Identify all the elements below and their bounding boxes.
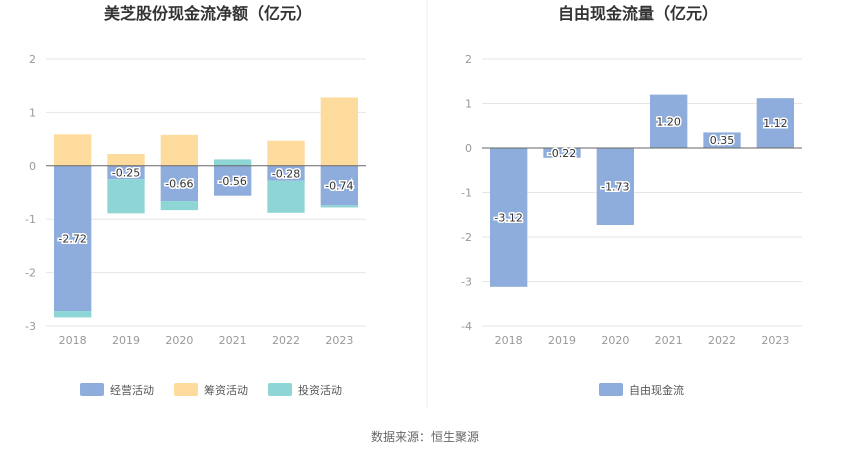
data-label: -0.28 (272, 167, 300, 180)
y-tick-label: -2 (25, 267, 36, 280)
bar (756, 98, 794, 148)
legend-label: 经营活动 (110, 383, 154, 397)
y-tick-label: -3 (25, 320, 36, 333)
legend-swatch (174, 383, 198, 396)
chart-title-right: 自由现金流量（亿元） (558, 4, 718, 23)
data-label: -0.56 (218, 175, 246, 188)
bar (160, 134, 198, 166)
bar (320, 205, 358, 208)
bar (267, 140, 305, 166)
data-label: 0.35 (710, 134, 735, 147)
x-tick-label: 2021 (219, 334, 247, 347)
bar (703, 132, 741, 148)
y-tick-label: -4 (461, 320, 472, 333)
x-tick-label: 2020 (165, 334, 193, 347)
x-tick-label: 2018 (495, 334, 523, 347)
y-tick-label: 1 (29, 106, 36, 119)
bar (650, 94, 688, 148)
legend-label: 自由现金流 (629, 383, 684, 397)
bar (54, 165, 92, 312)
data-label: -3.12 (494, 211, 522, 224)
y-tick-label: 0 (29, 160, 36, 173)
y-tick-label: -1 (25, 213, 36, 226)
data-label: -0.66 (165, 177, 193, 190)
y-tick-label: 0 (465, 142, 472, 155)
data-source: 数据来源：恒生聚源 (371, 429, 479, 444)
bar (320, 165, 358, 206)
x-tick-label: 2021 (655, 334, 683, 347)
data-label: -1.73 (601, 180, 629, 193)
x-tick-label: 2023 (761, 334, 789, 347)
x-tick-label: 2023 (325, 334, 353, 347)
legend-right: 自由现金流 (599, 383, 684, 397)
bar (267, 165, 305, 181)
y-tick-label: -2 (461, 231, 472, 244)
x-tick-label: 2019 (548, 334, 576, 347)
data-label: -0.25 (112, 166, 140, 179)
bar (543, 148, 581, 158)
bar (214, 159, 252, 166)
bar (107, 179, 145, 214)
y-tick-label: 2 (29, 53, 36, 66)
legend-swatch (80, 383, 104, 396)
bar (54, 311, 92, 318)
bar (107, 154, 145, 166)
bar (160, 201, 198, 211)
data-label: -0.74 (325, 180, 353, 193)
legend-swatch (268, 383, 292, 396)
legend-label: 投资活动 (298, 383, 342, 397)
x-tick-label: 2018 (59, 334, 87, 347)
legend-left: 经营活动 筹资活动 投资活动 (80, 383, 342, 397)
net-cashflow-chart: 2 1 0 -1 -2 -3 2018 2019 2020 2021 2022 2023 -2.72 -0… (25, 53, 366, 347)
chart-title-left: 美芝股份现金流净额（亿元） (104, 4, 312, 23)
data-label: -0.22 (548, 147, 576, 160)
legend-swatch (599, 383, 623, 396)
bar (107, 165, 145, 180)
y-tick-label: -3 (461, 276, 472, 289)
bar (54, 134, 92, 166)
x-tick-label: 2019 (112, 334, 140, 347)
bar (490, 148, 528, 287)
data-label: 1.12 (763, 117, 788, 130)
y-tick-label: -1 (461, 187, 472, 200)
y-tick-label: 2 (465, 53, 472, 66)
x-tick-label: 2020 (601, 334, 629, 347)
bar (214, 165, 252, 196)
free-cashflow-chart: 2 1 0 -1 -2 -3 -4 2018 2019 2020 2021 2022 2023 -3.12… (461, 53, 802, 347)
y-tick-label: 1 (465, 98, 472, 111)
x-tick-label: 2022 (272, 334, 300, 347)
legend-label: 筹资活动 (204, 383, 248, 397)
data-label: -2.72 (58, 232, 86, 245)
x-tick-label: 2022 (708, 334, 736, 347)
data-label: 1.20 (656, 115, 681, 128)
bar (160, 165, 198, 202)
bar (596, 148, 634, 225)
bar (320, 97, 358, 166)
bar (267, 180, 305, 213)
